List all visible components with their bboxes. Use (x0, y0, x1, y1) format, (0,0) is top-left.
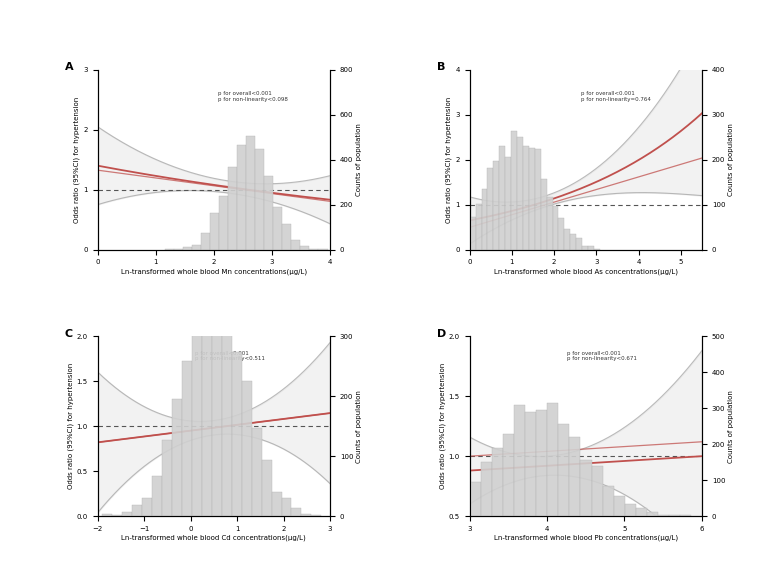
Y-axis label: Counts of population: Counts of population (356, 123, 362, 196)
Bar (246, 136, 255, 249)
Bar (576, 238, 582, 249)
Bar (614, 496, 625, 516)
Bar (292, 508, 301, 516)
Y-axis label: Counts of population: Counts of population (728, 123, 734, 196)
Bar (680, 515, 691, 516)
Bar (255, 149, 264, 249)
Bar (523, 146, 529, 249)
Bar (237, 144, 246, 249)
Bar (273, 207, 282, 249)
Bar (488, 168, 493, 249)
Bar (603, 486, 614, 516)
Bar (591, 466, 603, 516)
Bar (291, 240, 300, 249)
Bar (503, 434, 514, 516)
Bar (201, 233, 210, 249)
Bar (476, 204, 481, 249)
Bar (491, 448, 503, 516)
Bar (222, 293, 232, 516)
Y-axis label: Counts of population: Counts of population (728, 390, 734, 463)
Bar (219, 196, 228, 249)
Bar (122, 512, 133, 516)
Bar (252, 428, 261, 516)
Bar (300, 246, 310, 249)
Bar (212, 286, 222, 516)
Bar (162, 440, 172, 516)
Text: p for overall<0.001
p for non-linearity<0.671: p for overall<0.001 p for non-linearity<… (567, 350, 637, 361)
Bar (470, 482, 480, 516)
Y-axis label: Counts of population: Counts of population (356, 390, 362, 463)
Text: p for overall<0.001
p for non-linearity<0.098: p for overall<0.001 p for non-linearity<… (218, 91, 289, 102)
Bar (547, 197, 552, 249)
Bar (565, 229, 570, 249)
Bar (558, 218, 565, 249)
Bar (552, 206, 558, 249)
Bar (470, 217, 476, 249)
Bar (133, 505, 142, 516)
X-axis label: Ln-transformed whole blood Cd concentrations(μg/L): Ln-transformed whole blood Cd concentrat… (122, 535, 306, 541)
Text: A: A (65, 63, 73, 72)
Bar (264, 176, 273, 249)
Bar (210, 213, 219, 249)
Bar (548, 403, 558, 516)
Bar (582, 245, 588, 249)
X-axis label: Ln-transformed whole blood As concentrations(μg/L): Ln-transformed whole blood As concentrat… (494, 268, 678, 275)
Bar (172, 399, 182, 516)
Bar (301, 514, 311, 516)
Bar (511, 131, 517, 249)
Bar (658, 515, 669, 516)
Y-axis label: Odds ratio (95%CI) for hypertension: Odds ratio (95%CI) for hypertension (439, 363, 445, 490)
Bar (514, 405, 525, 516)
Text: p for overall<0.001
p for non-linearity=0.764: p for overall<0.001 p for non-linearity=… (581, 91, 651, 102)
Bar (558, 424, 569, 516)
Bar (569, 437, 580, 516)
X-axis label: Ln-transformed whole blood Mn concentrations(μg/L): Ln-transformed whole blood Mn concentrat… (121, 268, 307, 275)
Y-axis label: Odds ratio (95%CI) for hypertension: Odds ratio (95%CI) for hypertension (446, 96, 452, 223)
Bar (570, 234, 576, 249)
Text: C: C (65, 329, 73, 339)
Bar (282, 224, 291, 249)
Bar (481, 189, 488, 249)
Bar (517, 137, 523, 249)
Bar (271, 492, 282, 516)
Bar (493, 161, 499, 249)
Text: D: D (437, 329, 446, 339)
Bar (232, 352, 242, 516)
Y-axis label: Odds ratio (95%CI) for hypertension: Odds ratio (95%CI) for hypertension (74, 96, 80, 223)
Bar (480, 462, 491, 516)
Bar (102, 514, 112, 516)
Bar (499, 146, 505, 249)
Bar (261, 460, 271, 516)
Bar (282, 498, 292, 516)
Bar (192, 245, 201, 249)
Bar (228, 167, 237, 249)
Bar (525, 412, 536, 516)
Bar (182, 361, 192, 516)
Bar (536, 410, 548, 516)
Text: p for overall<0.001
p for non-linearity<0.511: p for overall<0.001 p for non-linearity<… (195, 350, 265, 361)
Bar (580, 460, 591, 516)
Y-axis label: Odds ratio (95%CI) for hypertension: Odds ratio (95%CI) for hypertension (67, 363, 74, 490)
Bar (311, 515, 321, 516)
Bar (192, 313, 202, 516)
Bar (625, 505, 636, 516)
Bar (647, 512, 658, 516)
Bar (535, 149, 541, 249)
Bar (588, 246, 594, 249)
Bar (183, 247, 192, 249)
Bar (112, 515, 122, 516)
Bar (242, 381, 252, 516)
Bar (636, 508, 647, 516)
Bar (541, 179, 547, 249)
Bar (152, 476, 162, 516)
Bar (529, 148, 535, 249)
Bar (202, 296, 212, 516)
Bar (142, 498, 152, 516)
X-axis label: Ln-transformed whole blood Pb concentrations(μg/L): Ln-transformed whole blood Pb concentrat… (494, 535, 678, 541)
Bar (505, 157, 511, 249)
Text: B: B (437, 63, 445, 72)
